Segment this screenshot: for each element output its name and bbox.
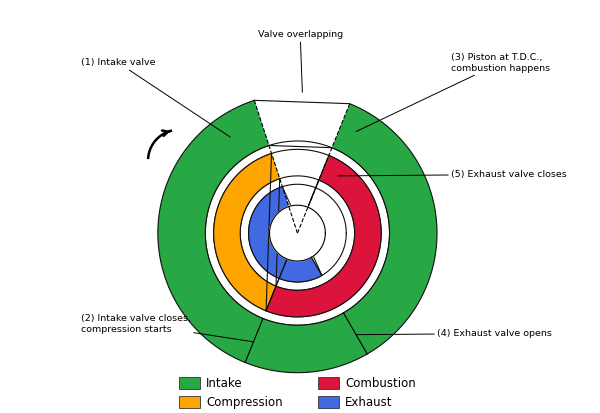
Polygon shape [158,100,437,373]
Text: (1) Intake valve: (1) Intake valve [81,58,230,137]
Polygon shape [269,205,325,261]
Text: (3) Piston at T.D.C.,
combustion happens: (3) Piston at T.D.C., combustion happens [356,53,550,132]
Text: (4) Exhaust valve opens: (4) Exhaust valve opens [356,329,552,338]
Polygon shape [240,176,355,290]
Polygon shape [205,141,389,325]
Text: (2) Intake valve closes,
compression starts: (2) Intake valve closes, compression sta… [81,314,254,342]
Polygon shape [266,155,381,317]
Polygon shape [248,187,322,282]
Text: (5) Exhaust valve closes: (5) Exhaust valve closes [337,170,567,179]
Polygon shape [214,154,280,311]
Text: Valve overlapping: Valve overlapping [257,31,343,92]
Legend: Intake, Compression, Combustion, Exhaust: Intake, Compression, Combustion, Exhaust [174,372,421,413]
